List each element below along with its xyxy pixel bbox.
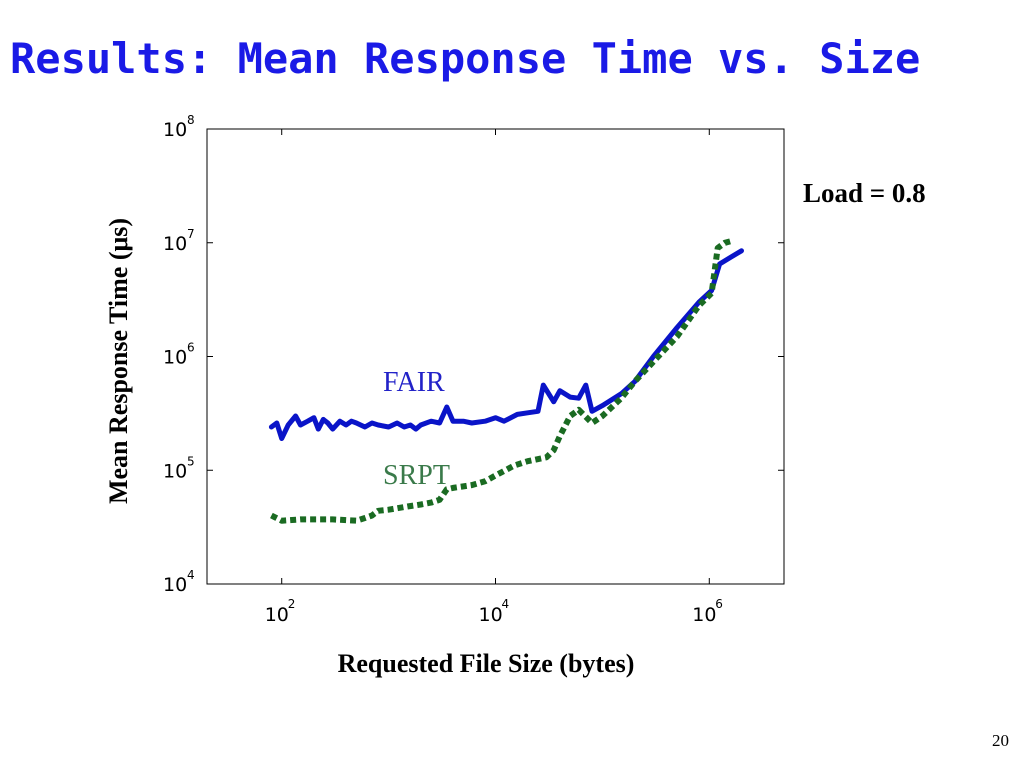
series-line-fair — [268, 248, 744, 441]
x-tick-exponent: 4 — [502, 597, 510, 611]
y-tick-label: 10 — [163, 233, 187, 255]
fair-series-label: FAIR — [383, 367, 445, 398]
x-ticks: 102 104 106 — [265, 129, 723, 626]
y-tick-label: 10 — [163, 460, 187, 482]
y-tick-exponent: 8 — [187, 113, 195, 127]
load-annotation: Load = 0.8 — [803, 178, 926, 208]
series-line-srpt — [270, 237, 735, 524]
y-tick-label: 10 — [163, 574, 187, 596]
y-tick-exponent: 6 — [187, 341, 195, 355]
x-tick-label: 10 — [692, 604, 716, 626]
y-tick-exponent: 5 — [187, 454, 195, 468]
x-axis-label: Requested File Size (bytes) — [338, 649, 635, 678]
slide-title: Results: Mean Response Time vs. Size — [10, 34, 921, 83]
x-tick-exponent: 6 — [715, 597, 723, 611]
x-tick-exponent: 2 — [288, 597, 296, 611]
x-tick-label: 10 — [479, 604, 503, 626]
srpt-series-label: SRPT — [383, 460, 450, 491]
y-axis-label: Mean Response Time (μs) — [104, 218, 133, 504]
series-group — [268, 237, 744, 524]
y-tick-label: 10 — [163, 347, 187, 369]
page-number: 20 — [992, 731, 1009, 750]
x-tick-label: 10 — [265, 604, 289, 626]
y-tick-label: 10 — [163, 119, 187, 141]
y-tick-exponent: 4 — [187, 568, 195, 582]
plot-frame — [206, 128, 785, 585]
y-tick-exponent: 7 — [187, 227, 195, 241]
